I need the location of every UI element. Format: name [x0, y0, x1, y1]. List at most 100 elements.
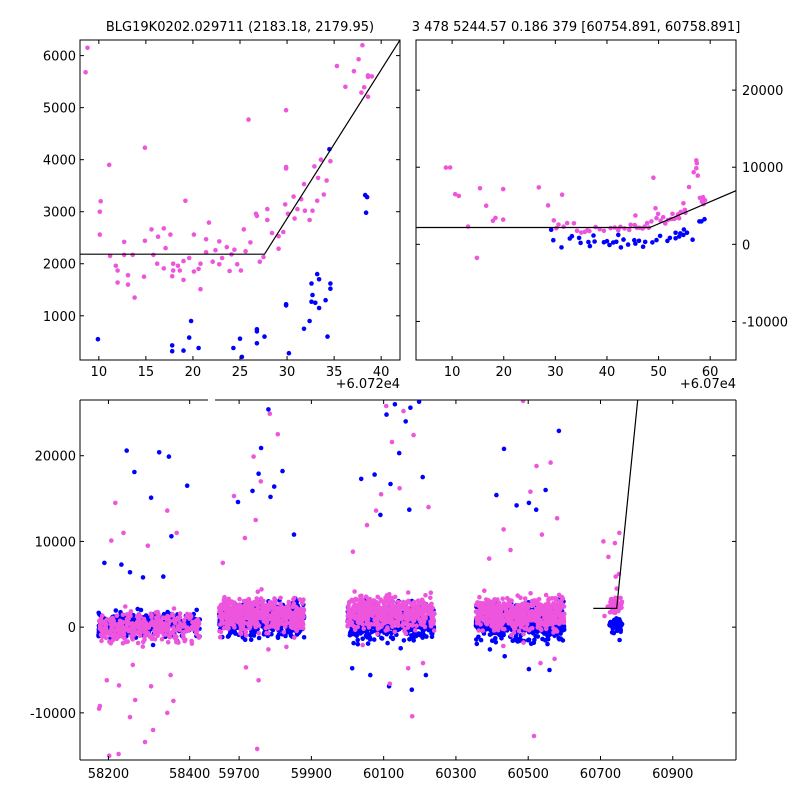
cloud-point-b [531, 601, 537, 607]
cloud-point-b [118, 626, 124, 632]
top-right-point-a [681, 232, 686, 238]
bottom-point-b [508, 547, 513, 553]
cloud-point-b [375, 594, 381, 600]
cloud-point-b [346, 611, 351, 617]
top-right-point-b [559, 192, 565, 197]
top-left-point-a [316, 305, 322, 311]
cloud-point-a [365, 641, 371, 646]
cloud-point-b [114, 636, 120, 642]
cloud-point-b [377, 610, 382, 615]
cloud-point-b [526, 628, 532, 633]
top-left-point-b [261, 254, 266, 260]
bottom-point-a [547, 667, 552, 673]
cloud-point-a [489, 638, 495, 643]
bottom-point-a [416, 400, 422, 404]
cloud-point-b [405, 590, 411, 595]
bottom-point-b [426, 504, 431, 510]
top-left-point-b [281, 229, 286, 235]
top-right-point-a [621, 237, 626, 242]
top-right-point-b [477, 186, 483, 191]
cloud-point-b [369, 621, 374, 627]
cloud-point-b [401, 606, 407, 612]
top-right-point-a [642, 239, 648, 245]
top-left-point-b [161, 266, 167, 271]
cloud-point-b [189, 638, 194, 644]
cloud-point-a [530, 631, 536, 636]
cloud-point-b [152, 628, 157, 633]
top-right-point-b [628, 222, 633, 228]
top-right-model-line [416, 190, 736, 229]
bottom-point-a [266, 407, 271, 412]
cloud-point-b [280, 605, 286, 611]
cloud-point-b [553, 606, 559, 611]
top-left-point-b [183, 198, 188, 204]
top-left-x-tick-label: 25 [232, 365, 249, 380]
top-left-point-b [312, 164, 317, 169]
cloud-point-b [132, 621, 138, 627]
bottom-point-b [275, 432, 281, 437]
cloud-point-b [300, 601, 305, 606]
cloud-point-b [227, 614, 232, 620]
top-left-point-b [241, 227, 247, 232]
top-left-point-b [360, 42, 365, 48]
cloud-point-b [376, 622, 381, 628]
top-right-point-b [663, 221, 668, 226]
top-left-x-tick-label: 40 [373, 365, 390, 380]
cloud-point-b [152, 637, 158, 642]
cloud-point-b [284, 620, 290, 626]
bottom-point-a [408, 405, 413, 411]
top-left-point-b [142, 145, 148, 150]
cloud-point-b [370, 598, 375, 604]
top-right-point-a [587, 243, 593, 249]
cloud-point-b [475, 600, 480, 605]
top-left-point-b [125, 282, 131, 287]
cloud-point-b [238, 631, 243, 636]
top-left-point-b [292, 216, 297, 221]
top-right-point-b [695, 173, 701, 178]
top-left-x-tick-label: 35 [326, 365, 343, 380]
cloud-point-b [226, 625, 231, 631]
cloud-point-b [524, 609, 529, 614]
cloud-point-a [398, 646, 404, 651]
bottom-point-b [548, 460, 553, 465]
top-right-point-a [673, 230, 678, 236]
cloud-point-a [558, 636, 564, 641]
top-left-point-b [295, 206, 300, 212]
cloud-point-b [272, 596, 277, 601]
top-right-point-a [633, 241, 638, 246]
cloud-point-a [409, 633, 414, 638]
bottom-point-a [140, 575, 146, 580]
bottom-point-b [501, 527, 506, 532]
cloud-point-b [549, 606, 554, 611]
cloud-point-b [518, 595, 523, 600]
bottom-point-a [384, 412, 389, 417]
bottom-point-a [618, 627, 623, 632]
bottom-point-b [411, 432, 416, 438]
cloud-point-a [248, 632, 253, 638]
top-left-point-b [203, 237, 209, 242]
cloud-point-b [237, 602, 242, 607]
cloud-point-b [412, 599, 417, 605]
cloud-point-b [163, 632, 168, 637]
cloud-point-b [357, 619, 362, 625]
top-left-y-tick-label: 3000 [43, 206, 76, 221]
cloud-point-b [549, 614, 554, 619]
cloud-point-b [428, 595, 433, 601]
bottom-point-a [615, 621, 621, 626]
cloud-point-a [242, 637, 248, 642]
top-right-point-a [636, 238, 642, 244]
cloud-point-b [175, 615, 181, 621]
top-right-point-a [699, 219, 704, 224]
top-left-point-b [232, 247, 237, 252]
bottom-model-line [593, 400, 639, 610]
top-left-point-a [309, 281, 314, 286]
top-right-point-b [443, 165, 449, 170]
cloud-point-b [158, 622, 164, 628]
bottom-point-b [613, 574, 618, 579]
top-right-point-b [633, 213, 638, 218]
top-left-point-b [356, 57, 361, 62]
cloud-point-b [526, 602, 532, 608]
cloud-point-b [229, 621, 234, 627]
cloud-point-a [478, 637, 484, 643]
cloud-point-a [611, 630, 617, 636]
